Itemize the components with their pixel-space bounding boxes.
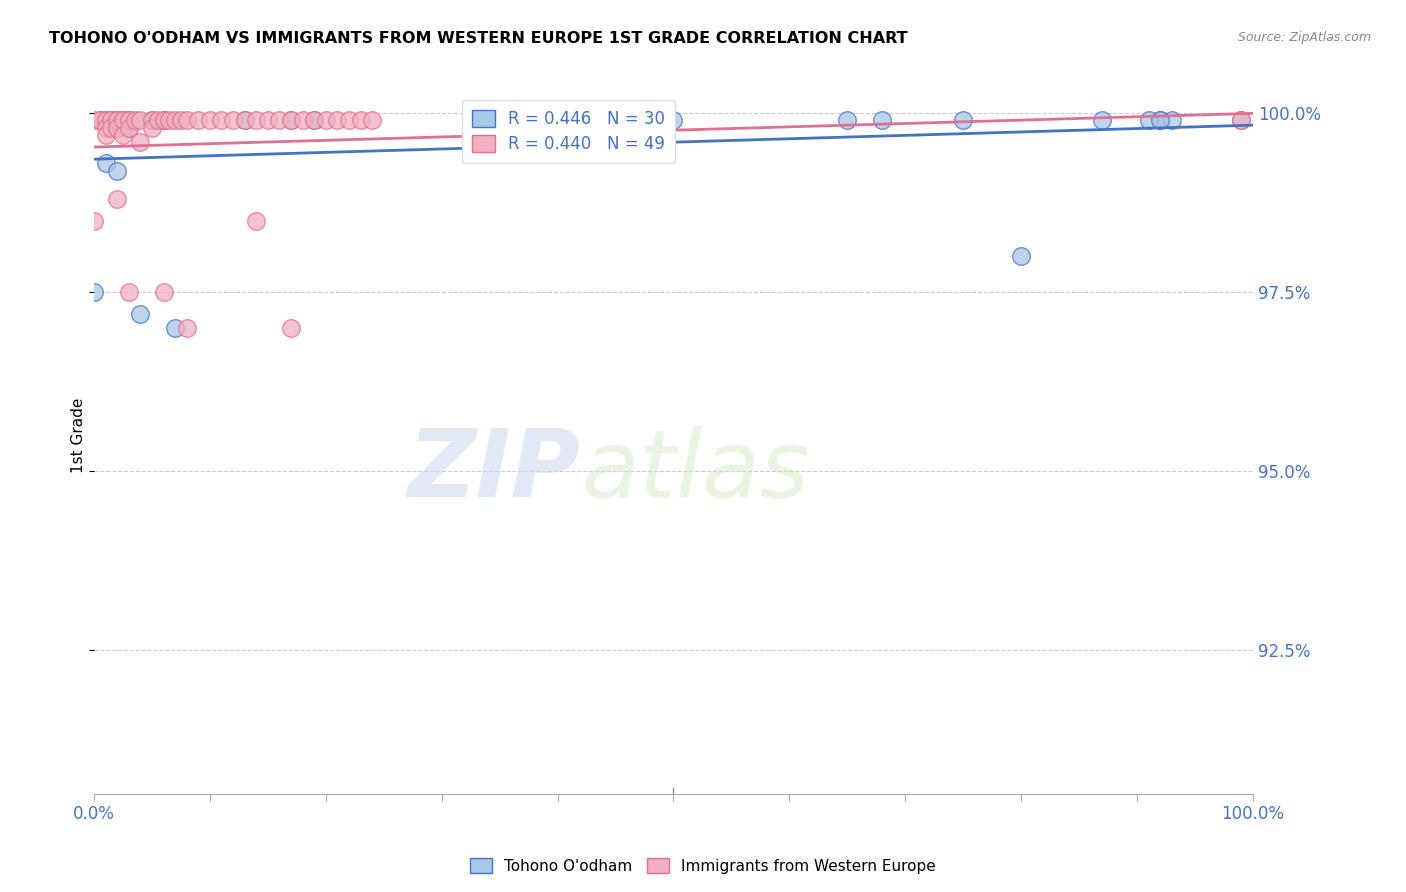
Y-axis label: 1st Grade: 1st Grade bbox=[72, 398, 86, 474]
Point bbox=[83, 285, 105, 300]
Point bbox=[165, 113, 187, 128]
Point bbox=[1010, 250, 1032, 264]
Point bbox=[118, 120, 141, 135]
Point bbox=[124, 113, 146, 128]
Point bbox=[89, 113, 111, 128]
Point bbox=[349, 113, 371, 128]
Point bbox=[245, 113, 267, 128]
Point bbox=[129, 113, 152, 128]
Point bbox=[157, 113, 180, 128]
Point bbox=[1160, 113, 1182, 128]
Point bbox=[176, 113, 198, 128]
Point bbox=[111, 113, 134, 128]
Point bbox=[94, 128, 117, 142]
Point bbox=[141, 120, 163, 135]
Point bbox=[165, 321, 187, 335]
Point bbox=[146, 113, 169, 128]
Text: atlas: atlas bbox=[581, 425, 808, 516]
Point bbox=[141, 113, 163, 128]
Point bbox=[315, 113, 337, 128]
Point bbox=[1149, 113, 1171, 128]
Point bbox=[111, 128, 134, 142]
Point bbox=[187, 113, 209, 128]
Point bbox=[211, 113, 233, 128]
Point bbox=[291, 113, 314, 128]
Point bbox=[222, 113, 245, 128]
Point bbox=[105, 163, 128, 178]
Point bbox=[105, 192, 128, 206]
Point bbox=[176, 321, 198, 335]
Legend: Tohono O'odham, Immigrants from Western Europe: Tohono O'odham, Immigrants from Western … bbox=[464, 852, 942, 880]
Point bbox=[170, 113, 193, 128]
Point bbox=[118, 120, 141, 135]
Point bbox=[233, 113, 256, 128]
Point bbox=[1137, 113, 1160, 128]
Text: ZIP: ZIP bbox=[408, 425, 581, 517]
Point bbox=[547, 113, 569, 128]
Point bbox=[662, 113, 685, 128]
Point bbox=[100, 113, 122, 128]
Point bbox=[94, 113, 117, 128]
Point bbox=[870, 113, 893, 128]
Legend: R = 0.446   N = 30, R = 0.440   N = 49: R = 0.446 N = 30, R = 0.440 N = 49 bbox=[461, 100, 675, 163]
Point bbox=[129, 135, 152, 149]
Point bbox=[83, 113, 105, 128]
Point bbox=[952, 113, 974, 128]
Point bbox=[94, 113, 117, 128]
Point bbox=[94, 120, 117, 135]
Point bbox=[1230, 113, 1253, 128]
Text: Source: ZipAtlas.com: Source: ZipAtlas.com bbox=[1237, 31, 1371, 45]
Point bbox=[302, 113, 325, 128]
Point bbox=[118, 285, 141, 300]
Point bbox=[100, 113, 122, 128]
Point bbox=[105, 120, 128, 135]
Point bbox=[337, 113, 360, 128]
Point bbox=[280, 113, 302, 128]
Point bbox=[256, 113, 278, 128]
Point bbox=[302, 113, 325, 128]
Point bbox=[837, 113, 859, 128]
Point bbox=[361, 113, 384, 128]
Point bbox=[269, 113, 291, 128]
Point bbox=[89, 113, 111, 128]
Point bbox=[233, 113, 256, 128]
Point bbox=[152, 113, 174, 128]
Point bbox=[280, 321, 302, 335]
Point bbox=[105, 113, 128, 128]
Point bbox=[141, 113, 163, 128]
Text: TOHONO O'ODHAM VS IMMIGRANTS FROM WESTERN EUROPE 1ST GRADE CORRELATION CHART: TOHONO O'ODHAM VS IMMIGRANTS FROM WESTER… bbox=[49, 31, 908, 46]
Point bbox=[152, 113, 174, 128]
Point bbox=[111, 113, 134, 128]
Point bbox=[105, 120, 128, 135]
Point bbox=[100, 120, 122, 135]
Point bbox=[1149, 113, 1171, 128]
Point bbox=[245, 213, 267, 227]
Point bbox=[1091, 113, 1114, 128]
Point bbox=[118, 113, 141, 128]
Point bbox=[280, 113, 302, 128]
Point bbox=[83, 213, 105, 227]
Point bbox=[94, 156, 117, 170]
Point bbox=[105, 113, 128, 128]
Point bbox=[326, 113, 349, 128]
Point bbox=[152, 285, 174, 300]
Point bbox=[198, 113, 221, 128]
Point bbox=[118, 113, 141, 128]
Point bbox=[1230, 113, 1253, 128]
Point bbox=[512, 113, 534, 128]
Point bbox=[129, 307, 152, 321]
